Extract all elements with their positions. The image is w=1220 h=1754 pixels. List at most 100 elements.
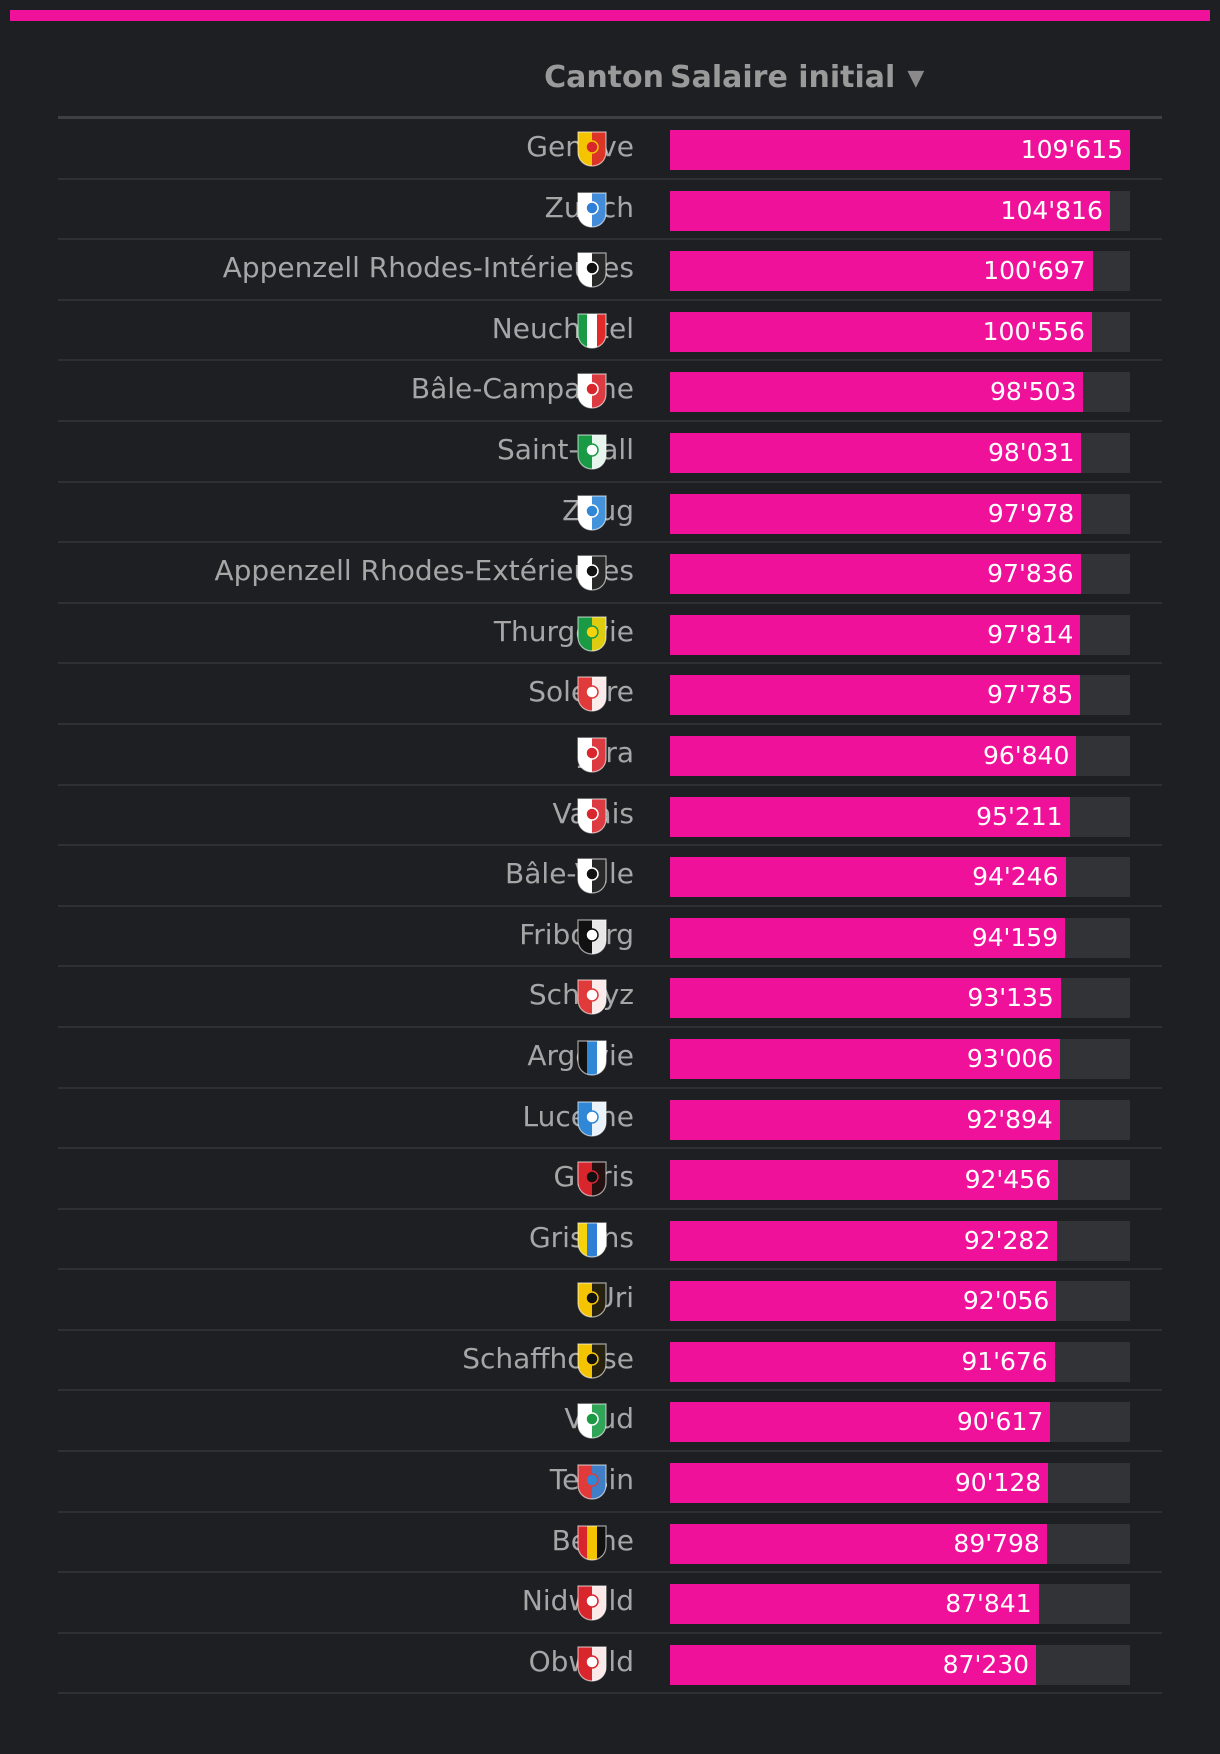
bar-track: 94'159 bbox=[670, 917, 1130, 958]
bar-track: 98'031 bbox=[670, 432, 1130, 473]
bar-value-label: 100'556 bbox=[982, 316, 1085, 346]
column-header-salary-label: Salaire initial bbox=[670, 60, 896, 95]
table-row: Saint-Gall 98'031 bbox=[58, 422, 1162, 483]
bar-value-label: 94'159 bbox=[971, 922, 1059, 952]
bar-value-label: 92'894 bbox=[966, 1104, 1053, 1134]
obwalden-crest-icon bbox=[577, 1646, 607, 1682]
bar: 97'814 bbox=[670, 614, 1081, 655]
table-row: Jura 96'840 bbox=[58, 725, 1162, 786]
bar: 92'056 bbox=[670, 1281, 1057, 1322]
bar-track: 93'135 bbox=[670, 978, 1130, 1019]
canton-name: Bâle-Ville bbox=[505, 857, 634, 891]
appenzell-ausserrhoden-crest-icon bbox=[577, 555, 607, 591]
bar-value-label: 89'798 bbox=[953, 1528, 1040, 1558]
canton-name: Appenzell Rhodes-Intérieures bbox=[222, 251, 634, 285]
bar: 90'617 bbox=[670, 1402, 1051, 1443]
bar: 92'894 bbox=[670, 1099, 1060, 1140]
bar-value-label: 109'615 bbox=[1020, 135, 1123, 164]
bar: 91'676 bbox=[670, 1341, 1055, 1382]
bar-value-label: 87'230 bbox=[942, 1649, 1030, 1679]
bar-value-label: 91'676 bbox=[961, 1346, 1048, 1376]
table-row: Schaffhouse 91'676 bbox=[58, 1331, 1162, 1392]
table-row: Glaris92'456 bbox=[58, 1149, 1162, 1210]
bar-value-label: 92'282 bbox=[963, 1225, 1051, 1255]
sort-descending-icon[interactable]: ▼ bbox=[907, 66, 925, 91]
column-header-canton[interactable]: Canton bbox=[544, 60, 664, 95]
zug-crest-icon bbox=[577, 494, 607, 531]
bar-track: 93'006 bbox=[670, 1038, 1130, 1079]
bar-track: 98'503 bbox=[670, 372, 1130, 413]
table-row: Bâle-Ville 94'246 bbox=[58, 846, 1162, 907]
lucerne-crest-icon bbox=[577, 1100, 607, 1137]
bar: 97'836 bbox=[670, 554, 1081, 595]
bar: 104'816 bbox=[670, 190, 1110, 231]
table-row: Uri 92'056 bbox=[58, 1270, 1162, 1331]
bar-track: 97'836 bbox=[670, 554, 1130, 595]
zurich-crest-icon bbox=[577, 191, 607, 228]
bar: 87'841 bbox=[670, 1584, 1039, 1625]
basel-stadt-crest-icon bbox=[577, 858, 607, 894]
bar-track: 92'056 bbox=[670, 1281, 1130, 1322]
bar: 97'978 bbox=[670, 493, 1082, 534]
table-row: Grisons92'282 bbox=[58, 1210, 1162, 1271]
table-row: Appenzell Rhodes-Intérieures 100'697 bbox=[58, 240, 1162, 301]
bar-track: 92'894 bbox=[670, 1099, 1130, 1140]
bar-track: 96'840 bbox=[670, 735, 1130, 776]
bar-track: 90'128 bbox=[670, 1463, 1130, 1504]
canton-name: Thurgovie bbox=[493, 614, 634, 648]
bar-value-label: 90'128 bbox=[954, 1468, 1042, 1498]
bar-value-label: 92'056 bbox=[962, 1286, 1050, 1316]
bar: 94'246 bbox=[670, 857, 1066, 898]
solothurn-crest-icon bbox=[577, 676, 607, 712]
bar: 93'006 bbox=[670, 1038, 1061, 1079]
table-row: Valais95'211 bbox=[58, 786, 1162, 847]
valais-crest-icon bbox=[577, 797, 607, 834]
table-row: Argovie93'006 bbox=[58, 1028, 1162, 1089]
st-gallen-crest-icon bbox=[577, 434, 607, 470]
bar-value-label: 93'006 bbox=[966, 1043, 1054, 1073]
table-row: Vaud90'617 bbox=[58, 1391, 1162, 1453]
bar-track: 89'798 bbox=[670, 1523, 1130, 1564]
basel-landschaft-crest-icon bbox=[577, 373, 607, 409]
bar: 92'456 bbox=[670, 1160, 1058, 1201]
table-row: Tessin90'128 bbox=[58, 1452, 1162, 1513]
glarus-crest-icon bbox=[577, 1161, 607, 1197]
bar-track: 87'841 bbox=[670, 1584, 1130, 1625]
table-row: Soleure97'785 bbox=[58, 664, 1162, 725]
bar-value-label: 96'840 bbox=[982, 740, 1070, 770]
table-row: Appenzell Rhodes-Extérieures 97'836 bbox=[58, 543, 1162, 604]
uri-crest-icon bbox=[577, 1282, 607, 1318]
column-header-salary[interactable]: Salaire initial ▼ bbox=[670, 60, 924, 95]
table-row: Bâle-Campagne 98'503 bbox=[58, 361, 1162, 422]
table-row: Nidwald 87'841 bbox=[58, 1573, 1162, 1634]
bern-crest-icon bbox=[577, 1525, 607, 1561]
bar: 93'135 bbox=[670, 978, 1061, 1019]
bar-value-label: 97'978 bbox=[987, 498, 1075, 528]
bar-track: 104'816 bbox=[670, 190, 1130, 231]
bar: 95'211 bbox=[670, 796, 1070, 837]
neuchatel-crest-icon bbox=[577, 313, 607, 349]
bar: 90'128 bbox=[670, 1463, 1049, 1504]
bar: 98'503 bbox=[670, 372, 1084, 413]
bar-value-label: 94'246 bbox=[972, 862, 1059, 892]
table-row: Genève109'615 bbox=[58, 119, 1162, 180]
schaffhausen-crest-icon bbox=[577, 1343, 607, 1379]
bar-value-label: 95'211 bbox=[976, 801, 1063, 831]
bar: 109'615 bbox=[670, 130, 1130, 170]
bar-track: 90'617 bbox=[670, 1402, 1130, 1443]
bar-track: 87'230 bbox=[670, 1644, 1130, 1685]
ticino-crest-icon bbox=[577, 1464, 607, 1500]
canton-name: Fribourg bbox=[519, 917, 634, 951]
graubunden-crest-icon bbox=[577, 1222, 607, 1258]
schwyz-crest-icon bbox=[577, 979, 607, 1015]
bar-track: 92'456 bbox=[670, 1160, 1130, 1201]
table-row: Lucerne92'894 bbox=[58, 1089, 1162, 1150]
bar: 96'840 bbox=[670, 735, 1077, 776]
bar: 87'230 bbox=[670, 1644, 1037, 1685]
canton-name: Neuchâtel bbox=[491, 311, 634, 345]
bar-track: 100'697 bbox=[670, 251, 1130, 292]
fribourg-crest-icon bbox=[577, 919, 607, 955]
bar-track: 100'556 bbox=[670, 311, 1130, 352]
bar-value-label: 98'503 bbox=[989, 377, 1077, 407]
